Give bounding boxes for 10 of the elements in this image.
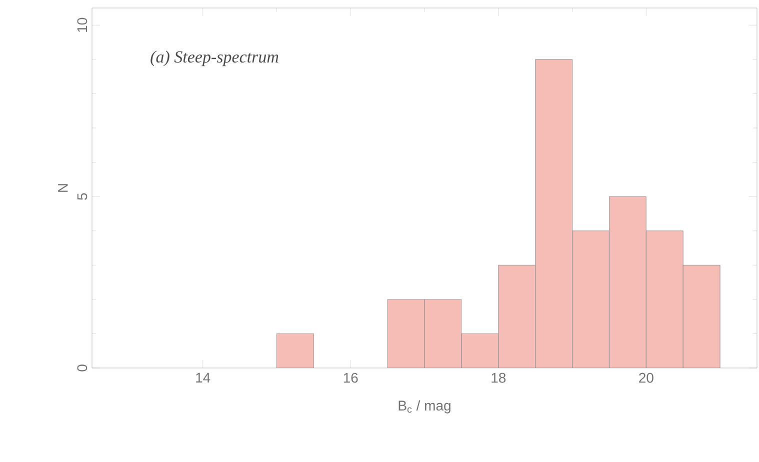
- y-axis-title: N: [58, 184, 68, 192]
- y-tick-label: 10: [77, 18, 88, 32]
- x-tick-label: 18: [492, 372, 506, 383]
- x-tick-label: 20: [639, 372, 654, 383]
- x-axis-title: B$_{c}$ / mag: [398, 400, 450, 414]
- x-tick-label: 16: [344, 372, 358, 383]
- x-tick-label: 14: [196, 372, 210, 382]
- y-tick-label: 5: [77, 193, 88, 200]
- y-tick-label: 0: [77, 364, 88, 372]
- annotation: (a) Steep-spectrum: [150, 50, 278, 66]
